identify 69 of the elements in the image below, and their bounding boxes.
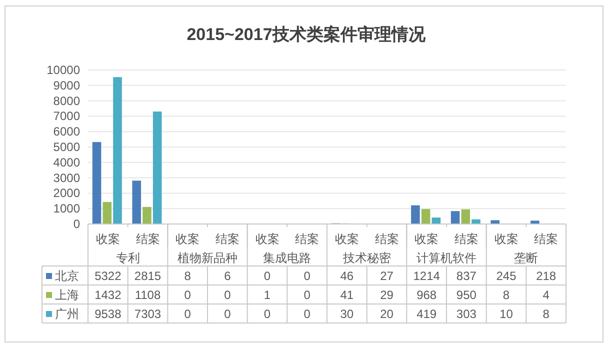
text: 植物新品种: [178, 251, 238, 265]
y-tick-label: 4000: [53, 155, 80, 170]
data-label: 0: [304, 288, 311, 302]
data-label: 9538: [94, 307, 122, 321]
data-label: 0: [304, 307, 311, 321]
data-label: 837: [456, 269, 477, 283]
data-label: 218: [536, 269, 556, 283]
data-label: 1214: [413, 269, 440, 283]
data-label: 0: [184, 307, 192, 321]
legend-label: 上海: [55, 288, 79, 302]
y-tick-label: 0: [73, 217, 80, 231]
text: 专利: [116, 251, 140, 265]
y-tick-label: 7000: [53, 109, 80, 124]
x-tick-label: 结案: [454, 232, 478, 246]
data-label: 46: [340, 269, 354, 283]
data-label: 0: [184, 288, 192, 302]
data-label: 950: [456, 288, 477, 302]
data-label: 10: [500, 307, 514, 321]
data-label: 29: [380, 288, 394, 302]
y-tick-label: 5000: [53, 140, 80, 154]
data-label: 41: [340, 288, 354, 302]
data-label: 30: [340, 307, 354, 321]
y-tick-label: 1000: [53, 202, 80, 216]
data-label: 8: [542, 307, 550, 321]
data-label: 1108: [134, 288, 161, 302]
x-tick-label: 收案: [334, 232, 359, 246]
data-label: 8: [184, 269, 192, 283]
data-label: 27: [380, 269, 394, 283]
x-tick-label: 结案: [534, 232, 558, 246]
text: 计算机软件: [416, 251, 476, 265]
legend-label: 北京: [55, 269, 79, 283]
data-label: 419: [416, 307, 437, 321]
data-label: 4: [542, 288, 550, 302]
data-label: 245: [496, 269, 517, 283]
data-label: 7303: [134, 307, 162, 321]
x-tick-label: 结案: [295, 232, 320, 246]
legend-label: 广州: [55, 307, 79, 321]
data-label: 8: [502, 288, 510, 302]
y-tick-label: 9000: [53, 78, 80, 92]
y-tick-label: 3000: [53, 170, 80, 185]
x-tick-label: 结案: [374, 232, 399, 246]
data-label: 303: [456, 307, 477, 321]
text: 垄断: [514, 251, 538, 265]
data-label: 6: [224, 269, 232, 283]
data-label: 1: [264, 288, 271, 302]
text: 集成电路: [263, 251, 312, 265]
x-tick-label: 收案: [494, 232, 518, 246]
data-label: 0: [264, 269, 271, 283]
y-tick-label: 2000: [53, 186, 80, 200]
x-tick-label: 收案: [176, 232, 200, 246]
data-label: 0: [264, 307, 271, 321]
x-tick-label: 收案: [255, 232, 280, 246]
data-label: 968: [416, 288, 437, 302]
x-tick-label: 收案: [414, 232, 439, 246]
data-label: 5322: [94, 269, 122, 283]
x-tick-label: 结案: [215, 232, 240, 246]
y-tick-label: 8000: [53, 94, 80, 108]
x-tick-label: 结案: [136, 232, 160, 246]
chart-title: 2015~2017技术类案件审理情况: [186, 24, 426, 44]
text: 技术秘密: [342, 251, 391, 265]
data-label: 0: [224, 307, 232, 321]
data-label: 1432: [94, 288, 122, 302]
data-label: 0: [224, 288, 232, 302]
data-label: 0: [304, 269, 311, 283]
data-label: 20: [380, 307, 394, 321]
y-tick-label: 10000: [46, 63, 80, 77]
x-tick-label: 收案: [96, 232, 120, 246]
data-label: 2815: [134, 269, 162, 283]
y-tick-label: 6000: [53, 124, 80, 139]
